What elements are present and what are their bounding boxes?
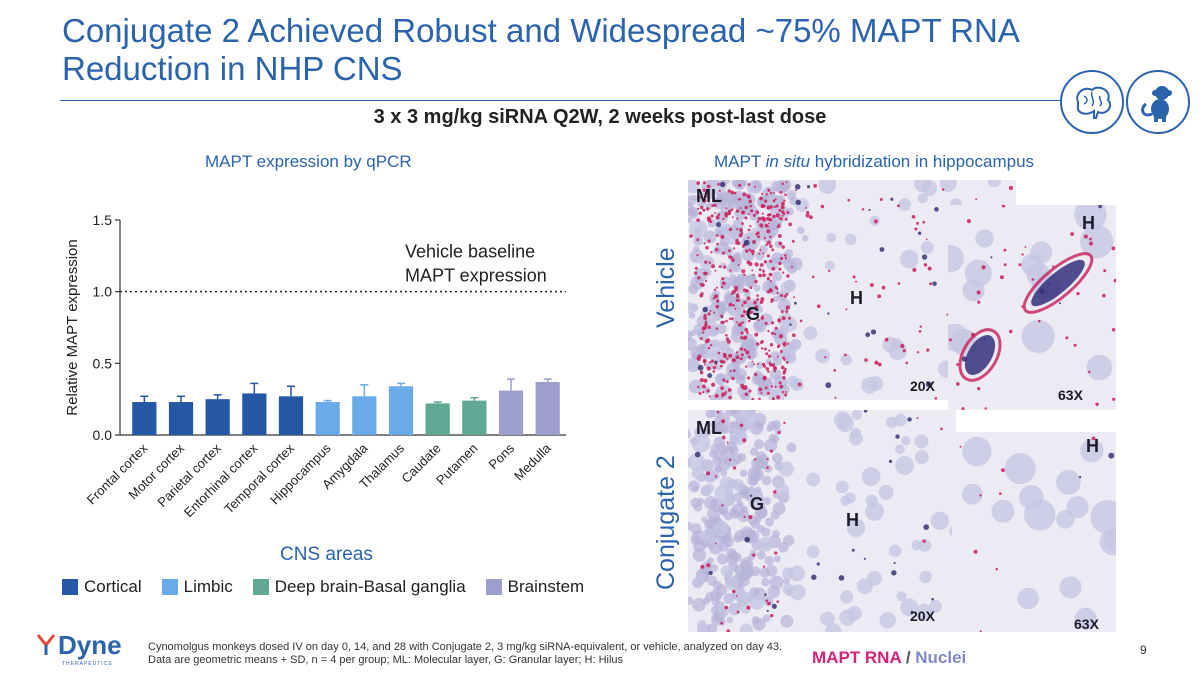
bar	[462, 400, 487, 435]
bar	[388, 386, 414, 435]
chart-legend: Cortical Limbic Deep brain-Basal ganglia…	[62, 577, 584, 597]
qpcr-panel-title: MAPT expression by qPCR	[205, 152, 412, 171]
title-divider	[60, 100, 1060, 101]
x-axis-title: CNS areas	[280, 544, 373, 565]
bar	[205, 399, 230, 435]
bar	[242, 393, 267, 435]
slide-subtitle: 3 x 3 mg/kg siRNA Q2W, 2 weeks post-last…	[373, 106, 827, 128]
label-h-63x: H	[1082, 213, 1095, 233]
stain-legend-rna: MAPT RNA	[812, 648, 902, 667]
legend-item-brainstem: Brainstem	[485, 577, 585, 597]
legend-item-cortical: Cortical	[62, 577, 142, 597]
x-tick-label: Pons	[486, 440, 518, 472]
reference-label-line1: Vehicle baseline	[405, 242, 535, 262]
y-tick-label: 1.5	[93, 212, 113, 228]
legend-item-deep-brain: Deep brain-Basal ganglia	[252, 577, 466, 597]
y-tick-label: 1.0	[93, 284, 113, 300]
brain-icon	[1060, 70, 1124, 134]
label-ml: ML	[696, 186, 722, 206]
legend-swatch-brainstem	[485, 579, 502, 595]
footnote-line-1: Cynomolgus monkeys dosed IV on day 0, 14…	[148, 641, 783, 653]
row-label-conjugate2: Conjugate 2	[652, 455, 680, 590]
bar	[498, 390, 524, 435]
logo-wordmark: Dyne	[58, 630, 122, 660]
slide-title: Conjugate 2 Achieved Robust and Widespre…	[62, 12, 1019, 87]
y-tick-label: 0.5	[93, 355, 113, 371]
label-h-c2: H	[846, 510, 859, 530]
ish-title-post: hybridization in hippocampus	[810, 152, 1035, 171]
bar	[535, 381, 560, 435]
bar	[315, 402, 340, 435]
legend-swatch-cortical	[62, 579, 78, 595]
legend-label-deep-brain: Deep brain-Basal ganglia	[274, 577, 466, 596]
magnification-20x-c2: 20X	[910, 608, 935, 624]
stain-legend-nuclei: Nuclei	[915, 648, 967, 667]
x-tick-label: Parietal cortex	[154, 440, 224, 510]
bar	[278, 396, 304, 435]
bar	[132, 402, 157, 435]
magnification-63x-c2: 63X	[1074, 616, 1099, 632]
row-label-vehicle: Vehicle	[652, 247, 680, 328]
vehicle-63x-image: H 63X	[948, 205, 1116, 410]
label-g: G	[746, 304, 761, 324]
page-number: 9	[1140, 643, 1147, 657]
label-ml-c2: ML	[696, 418, 722, 438]
bar	[425, 403, 450, 435]
mapt-bar-chart: 0.0 0.5 1.0 1.5 Relative MAPT expression Vehi…	[64, 212, 566, 520]
conjugate2-20x-image: ML G H 20X	[688, 410, 956, 632]
legend-swatch-limbic	[161, 579, 178, 595]
footnote: Cynomolgus monkeys dosed IV on day 0, 14…	[148, 641, 848, 667]
magnification-20x: 20X	[910, 378, 935, 394]
ish-panel-title: MAPT in situ hybridization in hippocampu…	[714, 152, 1034, 172]
x-tick-label: Medulla	[511, 440, 554, 483]
logo-subtext: THERAPEUTICS	[62, 661, 113, 667]
dyne-logo-mark	[36, 634, 56, 655]
legend-label-limbic: Limbic	[183, 577, 233, 596]
ish-title-pre: MAPT	[714, 152, 766, 171]
y-tick-label: 0.0	[93, 427, 113, 443]
footnote-line-2: Data are geometric means + SD, n = 4 per…	[148, 654, 624, 666]
conjugate2-63x-image: H 63X	[952, 432, 1116, 632]
monkey-icon	[1126, 70, 1190, 134]
bar	[352, 396, 377, 435]
reference-label-line2: MAPT expression	[405, 266, 547, 286]
dyne-logo: Dyne THERAPEUTICS	[36, 630, 122, 667]
legend-label-cortical: Cortical	[84, 577, 142, 596]
ish-title-italic: in situ	[765, 152, 811, 171]
magnification-63x: 63X	[1058, 387, 1083, 403]
legend-label-brainstem: Brainstem	[507, 577, 585, 596]
legend-item-limbic: Limbic	[161, 577, 233, 597]
stain-legend-sep: /	[901, 648, 916, 667]
stain-legend: MAPT RNA / Nuclei	[812, 648, 966, 668]
label-h-63x-c2: H	[1086, 436, 1099, 456]
bar	[168, 402, 194, 435]
label-h: H	[850, 288, 863, 308]
legend-swatch-deep-brain	[252, 579, 269, 595]
y-axis-title: Relative MAPT expression	[64, 239, 81, 415]
label-g-c2: G	[750, 494, 765, 514]
